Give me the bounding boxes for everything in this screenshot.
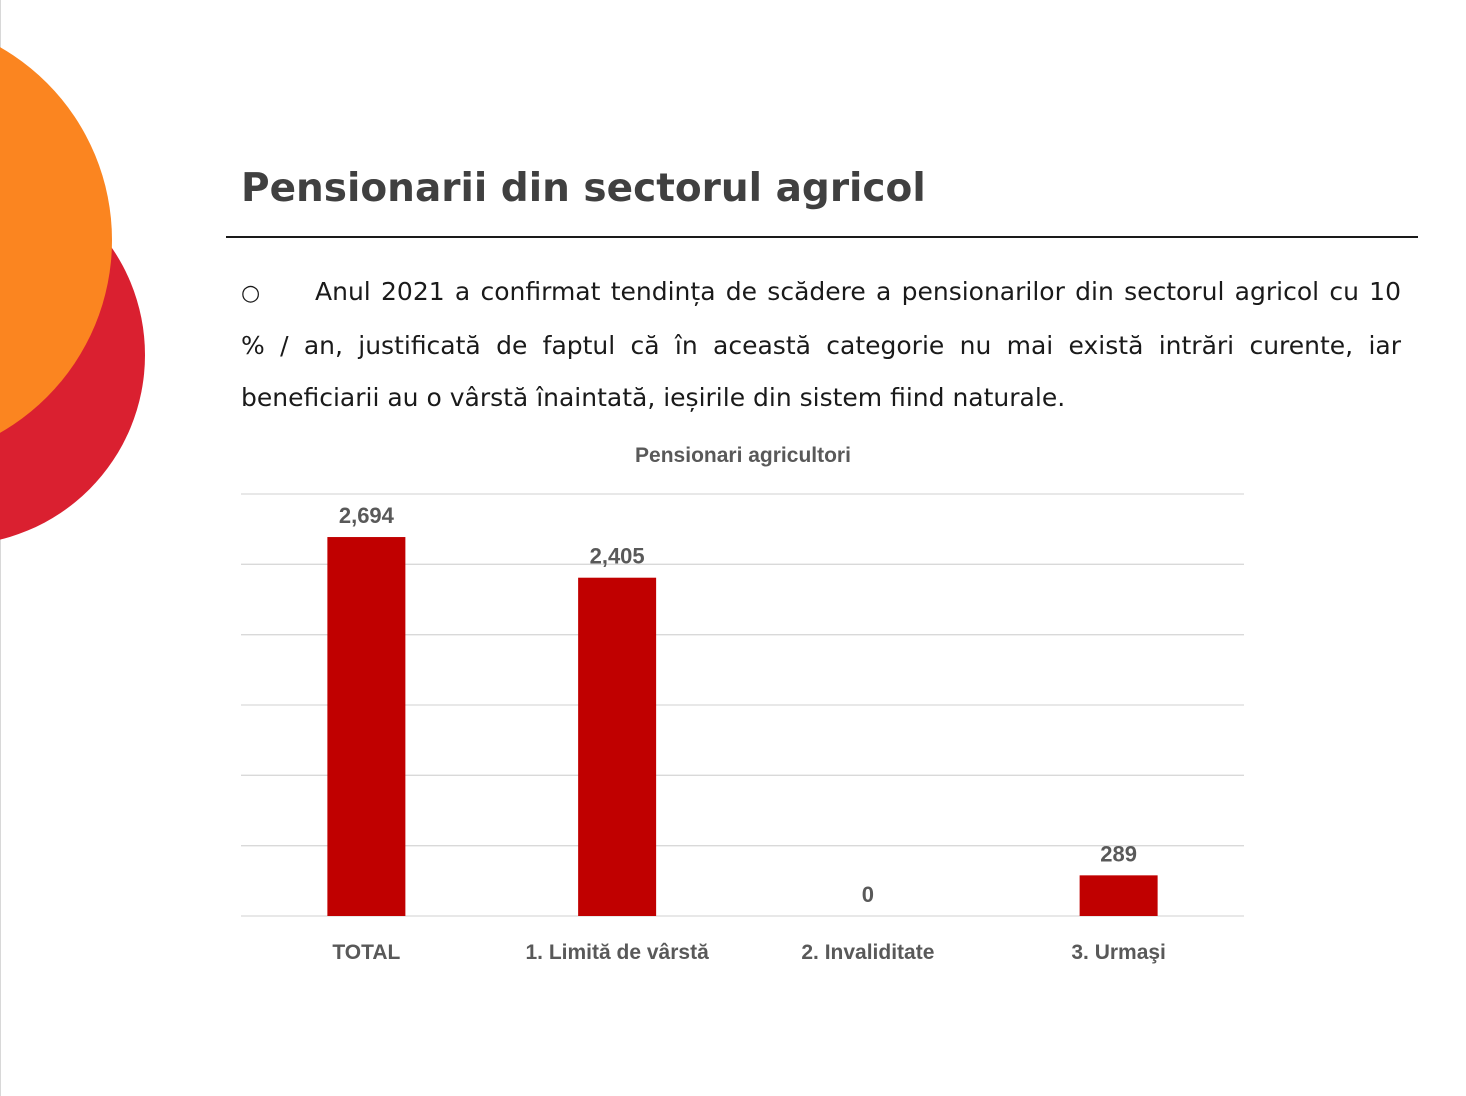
category-label: 3. Urmaşi (1071, 941, 1166, 964)
bar-value-label: 2,694 (339, 503, 395, 528)
chart-bars (327, 537, 1158, 916)
title-underline (226, 236, 1418, 238)
bar-value-label: 0 (862, 882, 874, 907)
chart-category-labels: TOTAL 1. Limită de vârstă 2. Invaliditate 3… (332, 941, 1166, 964)
slide-left-border (0, 0, 1, 1096)
decorative-circles (0, 47, 145, 540)
category-label: 1. Limită de vârstă (526, 941, 710, 964)
category-label: TOTAL (332, 941, 400, 964)
bullet-text: Anul 2021 a confirmat tendința de scăder… (241, 277, 1401, 412)
bar (327, 537, 406, 916)
bar-value-label: 2,405 (590, 544, 645, 569)
bullet-icon: ○ (241, 281, 261, 306)
chart-gridlines (241, 493, 1244, 917)
bar-value-label: 289 (1100, 841, 1137, 866)
slide-title: Pensionarii din sectorul agricol (241, 166, 926, 211)
decor-orange-circle (0, 47, 112, 433)
chart-title: Pensionari agricultori (635, 444, 851, 467)
bullet-paragraph: ○ Anul 2021 a confirmat tendința de scăde… (241, 266, 1401, 424)
category-label: 2. Invaliditate (801, 941, 934, 964)
bar (1079, 875, 1158, 916)
bar (578, 577, 657, 916)
chart-value-labels: 2,694 2,405 0 289 (339, 503, 1137, 907)
